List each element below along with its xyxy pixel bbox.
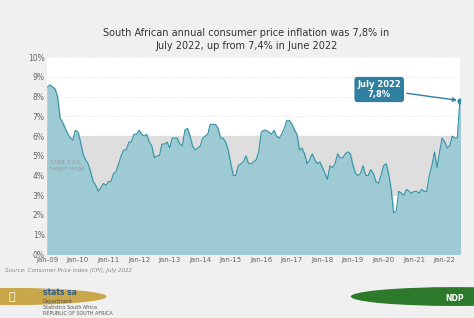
Text: July 2022
7,8%: July 2022 7,8% bbox=[357, 80, 456, 101]
Circle shape bbox=[351, 287, 474, 306]
Text: Department
Statistics South Africa
REPUBLIC OF SOUTH AFRICA: Department Statistics South Africa REPUB… bbox=[43, 299, 112, 316]
Text: South African annual consumer price inflation was 7,8% in
July 2022, up from 7,4: South African annual consumer price infl… bbox=[103, 28, 390, 51]
Text: 🛡: 🛡 bbox=[9, 292, 15, 301]
Bar bbox=[47, 136, 460, 195]
Circle shape bbox=[0, 288, 107, 305]
Text: Source: Consumer Price Index (CPI), July 2022: Source: Consumer Price Index (CPI), July… bbox=[5, 268, 132, 273]
Text: NDP: NDP bbox=[446, 294, 465, 303]
Text: stats sa: stats sa bbox=[43, 288, 76, 297]
Text: SARB 3-6%
target range: SARB 3-6% target range bbox=[50, 160, 85, 171]
